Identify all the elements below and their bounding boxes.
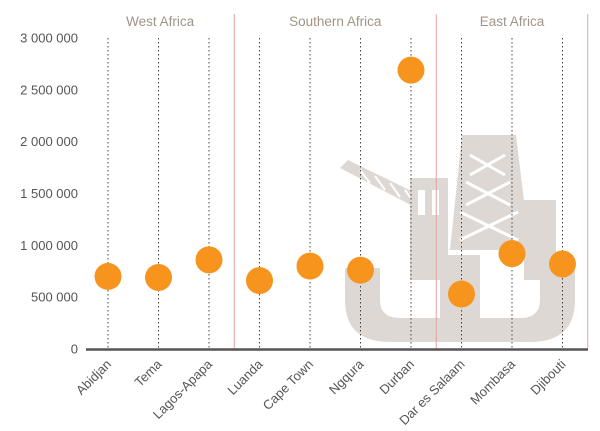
- x-tick-label: Cape Town: [260, 357, 316, 413]
- region-label: East Africa: [480, 14, 545, 29]
- data-point-tema: [145, 263, 172, 291]
- region-label: Southern Africa: [289, 14, 382, 29]
- data-point-lagos-apapa: [195, 246, 223, 274]
- region-separators: [233, 14, 589, 349]
- x-tick-label: Mombasa: [467, 356, 519, 408]
- y-axis-ticks: 0 500 000 1 000 000 1 500 000 2 000 000 2 500…: [20, 31, 78, 357]
- y-tick-label: 1 500 000: [20, 186, 78, 201]
- data-point-abidjan: [94, 262, 122, 290]
- port-crane-watermark: [340, 135, 575, 342]
- x-tick-label: Tema: [132, 356, 166, 390]
- x-tick-label: Luanda: [224, 356, 266, 398]
- data-point-mombasa: [498, 240, 526, 268]
- y-tick-label: 1 000 000: [20, 238, 78, 253]
- y-tick-label: 2 000 000: [20, 134, 78, 149]
- x-tick-label: Abidjan: [73, 357, 114, 398]
- x-tick-label: Djibouti: [527, 356, 568, 397]
- y-tick-label: 2 500 000: [20, 82, 78, 97]
- y-tick-label: 500 000: [31, 290, 78, 305]
- data-point-durban: [397, 56, 425, 84]
- data-point-luanda: [246, 267, 273, 295]
- data-point-cape-town: [296, 252, 324, 280]
- data-point-dar-es-salaam: [448, 280, 475, 308]
- data-point-djibouti: [549, 250, 576, 278]
- data-point-ngqura: [347, 256, 374, 284]
- y-tick-label: 3 000 000: [20, 31, 78, 46]
- y-tick-label: 0: [71, 342, 78, 357]
- region-label: West Africa: [126, 14, 195, 29]
- data-points: [94, 56, 576, 308]
- x-tick-label: Durban: [376, 357, 417, 398]
- region-labels: West Africa Southern Africa East Africa: [126, 14, 545, 29]
- x-tick-label: Ngqura: [326, 356, 367, 397]
